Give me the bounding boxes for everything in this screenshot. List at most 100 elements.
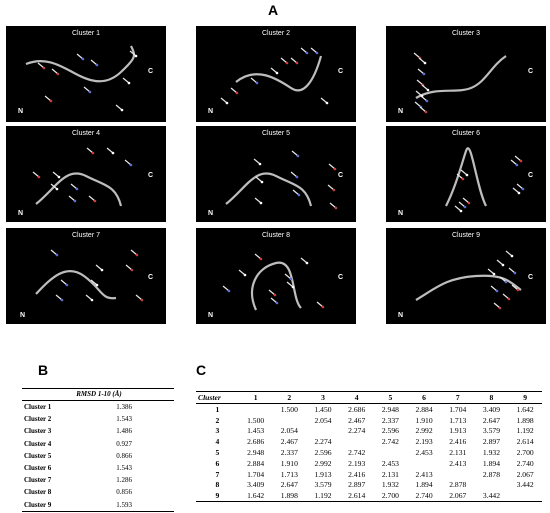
matrix-column-header: 5 (373, 391, 408, 404)
matrix-cell: 1.913 (449, 426, 467, 436)
matrix-cell: 2.647 (482, 415, 500, 425)
side-chain-bond (516, 183, 524, 190)
matrix-cell: 1.913 (314, 469, 332, 479)
atom (334, 206, 338, 210)
side-chain-bond (508, 267, 516, 274)
atom (57, 175, 61, 179)
side-chain-bond (122, 77, 130, 84)
table-row: 3 1.453 2.054 2.274 2.596 2.992 1.913 3.579 1.19… (196, 426, 542, 437)
side-chain-bond (514, 155, 522, 162)
atom (129, 163, 133, 167)
matrix-cell: 2.416 (348, 469, 366, 479)
rmsd-value: 1.486 (116, 427, 132, 436)
side-chain-bond (291, 150, 299, 157)
atom (91, 151, 95, 155)
atom (521, 187, 525, 191)
table-row: Cluster 5 0.866 (22, 450, 174, 462)
side-chain-bond (310, 47, 318, 54)
backbone-ribbon (225, 172, 313, 207)
matrix-cell: 2.467 (348, 415, 366, 425)
atom (519, 159, 523, 163)
matrix-cell (475, 479, 509, 490)
atom (425, 99, 429, 103)
molecule-structure-image (35, 249, 144, 302)
matrix-cell: 2.131 (449, 448, 467, 458)
side-chain-bond (95, 264, 103, 271)
atom (333, 167, 337, 171)
side-chain-bond (86, 147, 94, 154)
molecule-structure-image (25, 45, 138, 112)
matrix-cell: 1.450 (314, 404, 332, 414)
cluster-label: Cluster 3 (24, 427, 52, 436)
matrix-cell: 1.713 (280, 469, 298, 479)
atom (130, 268, 134, 272)
atom (275, 71, 279, 75)
matrix-cell: 2.131 (381, 469, 399, 479)
side-chain-bond (90, 279, 98, 286)
side-chain-bond (50, 249, 58, 256)
matrix-cell: 2.054 (280, 426, 298, 436)
side-chain-bond (490, 285, 498, 292)
matrix-cell: 1.192 (516, 426, 534, 436)
matrix-cell: 2.740 (516, 458, 534, 468)
matrix-cell: 2.948 (381, 404, 399, 414)
cluster-title: Cluster 6 (451, 130, 480, 137)
matrix-cell: 2.992 (415, 426, 433, 436)
side-chain-bond (230, 87, 238, 94)
side-chain-bond (106, 147, 114, 154)
c-terminus-label: C (148, 68, 154, 75)
n-terminus-label: N (398, 108, 404, 115)
atom (295, 61, 299, 65)
matrix-cell: 2.067 (440, 490, 475, 503)
atom (305, 261, 309, 265)
side-chain-bond (456, 173, 464, 180)
side-chain-bond (220, 97, 228, 104)
molecule-structure-image (413, 52, 507, 114)
backbone-ribbon (35, 172, 123, 207)
matrix-cell: 2.897 (482, 437, 500, 447)
c-terminus-label: C (148, 172, 154, 179)
atom (93, 199, 97, 203)
matrix-row-header: 6 (215, 458, 220, 468)
rmsd-table-corner (22, 388, 75, 401)
matrix-cell: 3.579 (482, 426, 500, 436)
side-chain-bond (55, 294, 63, 301)
n-terminus-label: N (208, 108, 214, 115)
atom (60, 298, 64, 302)
cluster-title: Cluster 9 (451, 232, 480, 239)
side-chain-bond (329, 202, 337, 209)
matrix-cell: 2.596 (314, 448, 332, 458)
backbone-ribbon (25, 45, 136, 83)
table-row: 9 1.642 1.898 1.192 2.614 2.700 2.740 2.067 3.44… (196, 490, 542, 503)
atom (88, 90, 92, 94)
matrix-cell: 2.686 (348, 404, 366, 414)
side-chain-bond (320, 97, 328, 104)
n-terminus-label: N (208, 312, 214, 319)
atom (423, 61, 427, 65)
c-terminus-label: C (338, 172, 344, 179)
atom (90, 298, 94, 302)
matrix-cell: 1.642 (516, 404, 534, 414)
atom (81, 57, 85, 61)
atom (305, 51, 309, 55)
atom (140, 298, 144, 302)
table-row: Cluster 4 0.927 (22, 438, 174, 450)
atom (295, 175, 299, 179)
molecule-structure-image (225, 150, 338, 210)
n-terminus-label: N (208, 210, 214, 217)
c-terminus-label: C (528, 68, 534, 75)
matrix-cell: 1.894 (415, 480, 433, 490)
n-terminus-label: N (398, 312, 404, 319)
side-chain-bond (32, 171, 40, 178)
cluster-title: Cluster 4 (71, 130, 100, 137)
side-chain-bond (505, 250, 513, 257)
rmsd-value: 0.927 (116, 439, 132, 448)
matrix-column-header: 2 (272, 391, 307, 404)
atom (42, 66, 46, 70)
atom (498, 306, 502, 310)
table-row: Cluster 7 1.286 (22, 474, 174, 486)
atom (515, 163, 519, 167)
matrix-cell (340, 436, 374, 447)
matrix-column-header: 7 (440, 391, 475, 404)
